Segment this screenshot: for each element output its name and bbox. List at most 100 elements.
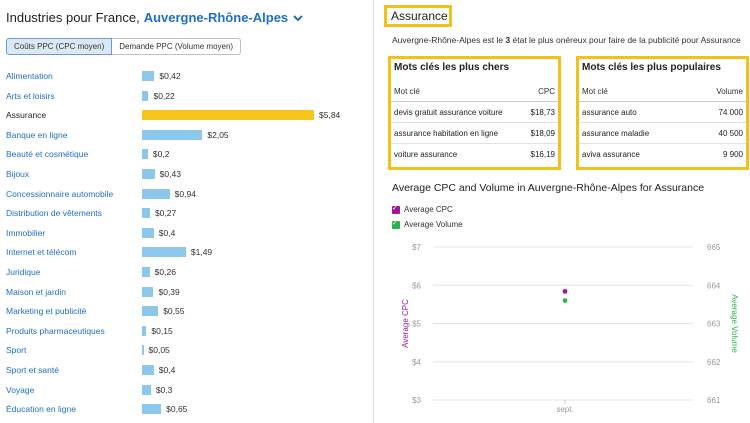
expensive-keywords-card: Mots clés les plus chers Mot clé CPC dev… (388, 56, 561, 170)
industry-label[interactable]: Arts et loisirs (6, 90, 55, 101)
keyword-value: 9 900 (722, 150, 743, 159)
industry-row[interactable]: Éducation en ligne $0,65 (6, 401, 366, 421)
industry-row[interactable]: Sport et santé $0,4 (6, 362, 366, 382)
industry-list: Alimentation $0,42 Arts et loisirs $0,22 Ass… (6, 68, 366, 421)
keyword-row: voiture assurance $16,19 (391, 144, 558, 165)
industry-bar (142, 227, 154, 238)
industry-row[interactable]: Voyage $0,3 (6, 382, 366, 402)
industry-row[interactable]: Maison et jardin $0,39 (6, 284, 366, 304)
point-volume[interactable] (562, 298, 568, 303)
industries-title: Industries pour France, (6, 9, 140, 25)
industry-value: $0,4 (158, 227, 176, 238)
keyword-value: $18,09 (530, 129, 555, 138)
keyword-row: assurance maladie 40 500 (579, 123, 746, 144)
industry-label[interactable]: Alimentation (6, 71, 53, 81)
industry-row[interactable]: Immobilier $0,4 (6, 225, 366, 245)
industry-bar (142, 149, 148, 160)
popular-keywords-card: Mots clés les plus populaires Mot clé Vo… (576, 56, 749, 170)
x-tick-label: sept. (556, 405, 573, 414)
keyword-row: aviva assurance 9 900 (579, 144, 746, 165)
industry-label[interactable]: Éducation en ligne (6, 404, 76, 415)
industry-label[interactable]: Assurance (6, 110, 47, 121)
industry-row[interactable]: Distribution de vêtements $0,27 (6, 205, 366, 225)
industry-label[interactable]: Banque en ligne (6, 129, 68, 140)
region-selector[interactable]: Auvergne-Rhône-Alpes (143, 9, 289, 25)
industry-bar (142, 110, 314, 121)
industry-row[interactable]: Internet et télécom $1,49 (6, 244, 366, 264)
industry-bar (142, 247, 186, 258)
industry-value: $0,27 (154, 208, 177, 219)
industry-label[interactable]: Sport et santé (6, 364, 59, 375)
cpc-volume-chart: $7 665 $6 664 $5 663 $4 662 $3 661 sept. Average CP… (401, 243, 739, 414)
checkbox-icon[interactable] (392, 204, 400, 214)
chart-title: Average CPC and Volume in Auvergne-Rhône… (392, 182, 705, 194)
industry-value: $0,05 (148, 345, 170, 356)
legend-label: Average Volume (404, 220, 463, 229)
keyword-value: $18,73 (530, 108, 555, 117)
left-tick-label: $5 (412, 320, 421, 329)
industry-value: $0,94 (174, 188, 196, 199)
industries-panel: Industries pour France, Auvergne-Rhône-A… (0, 0, 374, 423)
industry-label[interactable]: Bijoux (6, 168, 30, 179)
industry-bar (142, 71, 155, 81)
industry-row[interactable]: Arts et loisirs $0,22 (6, 88, 366, 108)
industry-bar (142, 306, 159, 317)
col-keyword: Mot clé (582, 87, 608, 96)
keyword-text: assurance auto (582, 108, 637, 117)
industry-label[interactable]: Internet et télécom (6, 247, 77, 258)
industry-label[interactable]: Immobilier (6, 227, 46, 238)
section-title: Assurance (384, 5, 452, 27)
industry-value: $0,43 (159, 168, 181, 179)
industry-label[interactable]: Beauté et cosmétique (6, 149, 89, 160)
industry-value: $0,15 (151, 325, 173, 336)
chevron-down-icon[interactable] (293, 10, 303, 25)
industry-label[interactable]: Voyage (6, 384, 35, 395)
left-tick-label: $7 (412, 243, 421, 252)
industry-value: $0,3 (155, 384, 173, 395)
industry-value: $5,84 (319, 110, 341, 121)
industry-bar (142, 345, 144, 356)
expensive-keywords-columns: Mot clé CPC (391, 81, 558, 102)
subtitle-text-post: état le plus onéreux pour faire de la pu… (510, 35, 741, 45)
left-tick-label: $3 (412, 396, 421, 405)
point-cpc[interactable] (562, 288, 568, 294)
checkbox-icon[interactable] (392, 219, 400, 229)
industry-row[interactable]: Beauté et cosmétique $0,2 (6, 146, 366, 166)
industry-row[interactable]: Sport $0,05 (6, 342, 366, 362)
keyword-value: 74 000 (718, 108, 743, 117)
industry-label[interactable]: Maison et jardin (6, 286, 67, 297)
popular-keywords-columns: Mot clé Volume (579, 81, 746, 102)
industry-bar (142, 286, 154, 297)
industries-header: Industries pour France, Auvergne-Rhône-A… (6, 8, 303, 26)
industry-row[interactable]: Banque en ligne $2,05 (6, 127, 366, 147)
industry-row[interactable]: Juridique $0,26 (6, 264, 366, 284)
industry-label[interactable]: Produits pharmaceutiques (6, 325, 105, 336)
industry-label[interactable]: Juridique (6, 266, 41, 277)
industry-value: $0,2 (152, 149, 170, 160)
industry-row[interactable]: Marketing et publicité $0,55 (6, 303, 366, 323)
industry-bar (142, 266, 150, 277)
demand-toggle-button[interactable]: Demande PPC (Volume moyen) (112, 38, 242, 55)
industry-label[interactable]: Marketing et publicité (6, 306, 87, 317)
industry-label[interactable]: Distribution de vêtements (6, 208, 102, 219)
industry-bar (142, 188, 170, 199)
industry-row[interactable]: Produits pharmaceutiques $0,15 (6, 323, 366, 343)
right-axis-label: Average Volume (730, 294, 739, 353)
industry-row[interactable]: Assurance $5,84 (6, 107, 366, 127)
industry-bar (142, 168, 155, 179)
industry-value: $0,4 (158, 364, 176, 375)
keyword-text: assurance habitation en ligne (394, 129, 499, 138)
industry-row[interactable]: Alimentation $0,42 (6, 68, 366, 88)
industry-row[interactable]: Bijoux $0,43 (6, 166, 366, 186)
legend-item-volume[interactable]: Average Volume (392, 219, 463, 229)
industry-label[interactable]: Sport (6, 345, 27, 356)
cpc-toggle-button[interactable]: Coûts PPC (CPC moyen) (6, 38, 113, 55)
detail-panel: Assurance Auvergne-Rhône-Alpes est le 3 … (375, 0, 750, 423)
industry-label[interactable]: Concessionnaire automobile (6, 188, 114, 199)
keyword-text: assurance maladie (582, 129, 650, 138)
right-tick-label: 664 (707, 281, 721, 290)
detail-subtitle: Auvergne-Rhône-Alpes est le 3 état le pl… (392, 35, 741, 45)
industry-row[interactable]: Concessionnaire automobile $0,94 (6, 186, 366, 206)
legend-item-cpc[interactable]: Average CPC (392, 204, 453, 214)
industry-value: $1,49 (190, 247, 213, 258)
